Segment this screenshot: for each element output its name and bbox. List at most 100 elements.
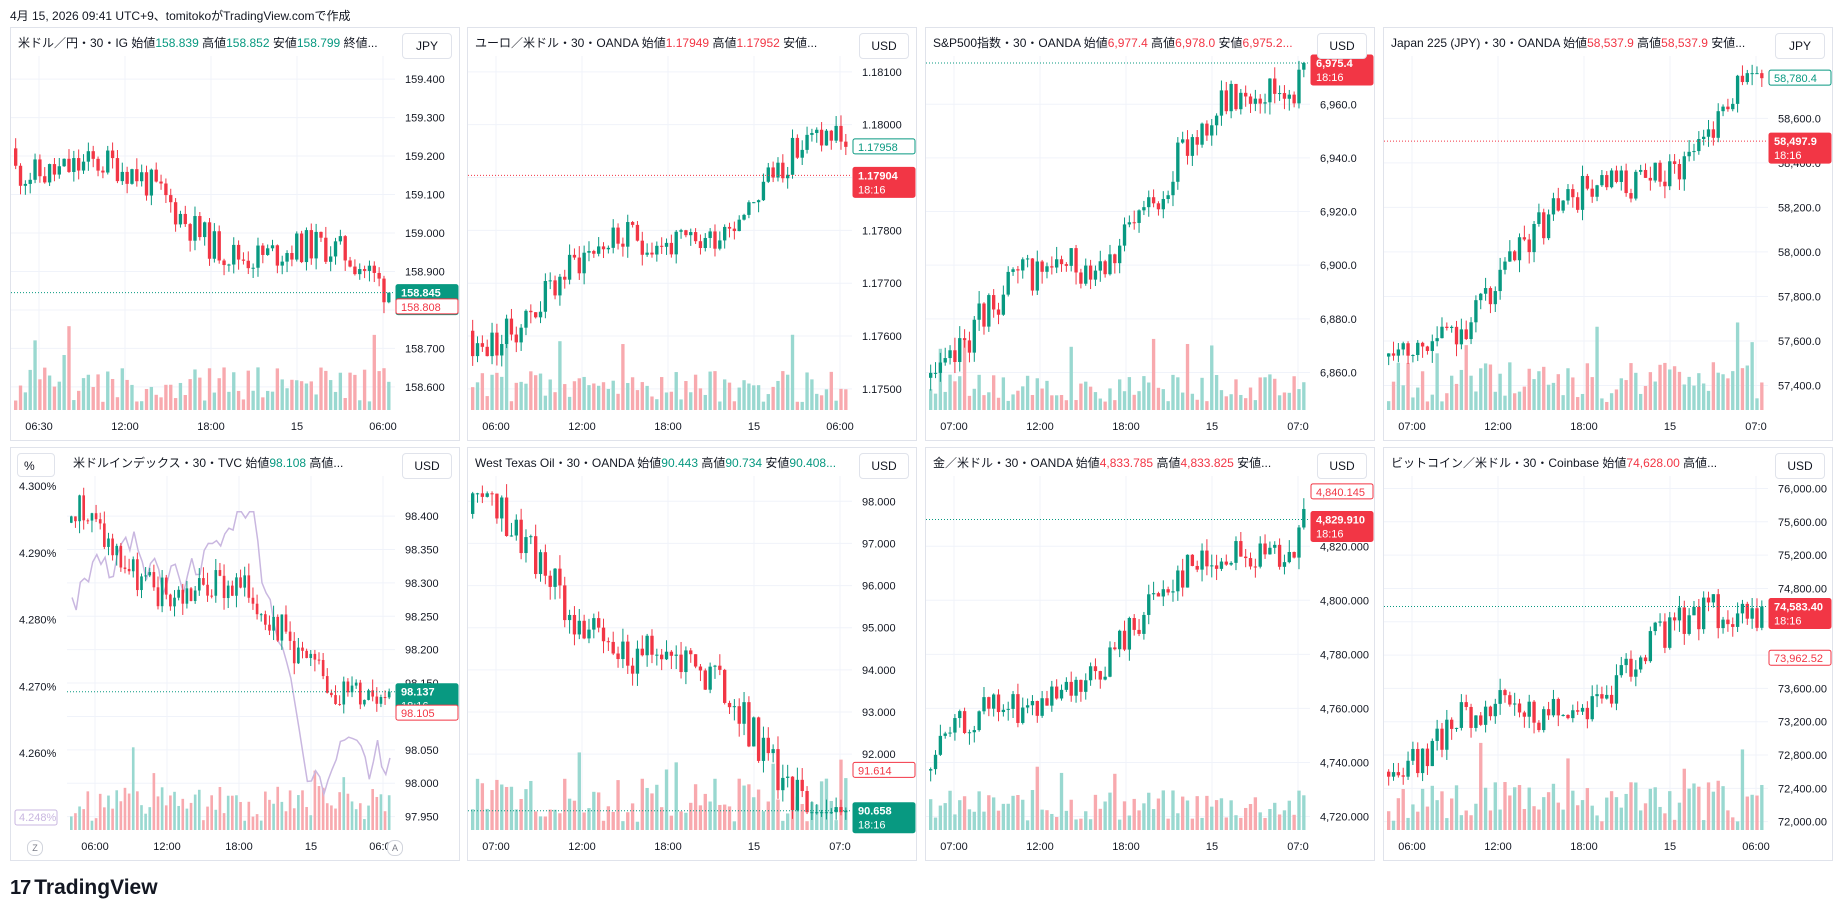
candle-body [1711,129,1716,138]
volume-bar [107,795,110,830]
candle-body [270,245,275,249]
chart-legend[interactable]: 米ドルインデックス・30・TVC 始値98.108 高値... [73,454,343,471]
candle-body [1098,671,1102,680]
candle-body [1287,551,1291,563]
volume-bar [1297,389,1301,410]
auto-scale-button[interactable]: A [387,840,403,856]
candle-body [1040,698,1044,716]
candle-body [1088,666,1093,681]
volume-bar [655,399,659,410]
volume-bar [1292,814,1296,830]
chart-legend[interactable]: 米ドル／円・30・IG 始値158.839 高値158.852 安値158.79… [18,34,378,51]
candle-body [718,665,722,670]
currency-button[interactable]: JPY [402,33,452,59]
candle-body [1498,269,1502,292]
chart-legend[interactable]: West Texas Oil・30・OANDA 始値90.443 高値90.73… [475,454,836,471]
volume-bar [771,386,775,410]
volume-bar [1190,393,1195,410]
volume-bar [1282,392,1287,410]
volume-bar [259,820,263,830]
currency-button[interactable]: USD [1317,33,1367,59]
candle-body [972,730,976,733]
volume-bar [1122,801,1127,830]
candle-body [38,159,42,177]
candle-body [534,536,538,575]
chart-panel-3[interactable]: 6,960.0 6,940.0 6,920.0 6,900.0 6,880.0 6,860… [925,27,1375,441]
candle-body [1195,565,1199,570]
chart-legend[interactable]: S&P500指数・30・OANDA 始値6,977.4 高値6,978.0 安値… [933,34,1293,51]
chart-panel-1[interactable]: 159.400 159.300 159.200 159.100 159.000 158.9… [10,27,460,441]
volume-bar [338,792,341,830]
volume-bar [611,811,615,830]
volume-bar [1224,396,1228,410]
chart-panel-8[interactable]: 76,000.0075,600.0075,200.0074,800.0074,4… [1383,447,1833,861]
volume-bar [500,376,504,410]
ohlc-label: 始値 [641,36,666,50]
candle-body [1561,714,1565,716]
volume-bar [330,805,333,830]
currency-button[interactable]: USD [859,453,909,479]
volume-bar [761,811,766,830]
chart-panel-4[interactable]: 58,600.0 58,400.0 58,200.0 58,000.0 57,800.0… [1383,27,1833,441]
candle-body [1282,562,1287,567]
volume-bar [38,379,42,410]
y-tick-label: 1.18100 [862,67,902,79]
volume-bar [485,808,489,830]
volume-bar [78,806,81,830]
chart-panel-2[interactable]: 1.181001.180001.179001.178001.177001.176… [467,27,917,441]
candle-body [1122,630,1127,650]
volume-bar [958,376,962,410]
candle-body [1137,629,1141,634]
chart-legend[interactable]: Japan 225 (JPY)・30・OANDA 始値58,537.9 高値58… [1391,34,1745,51]
chart-legend[interactable]: ビットコイン／米ドル・30・Coinbase 始値74,628.00 高値... [1391,454,1717,471]
chart-legend[interactable]: ユーロ／米ドル・30・OANDA 始値1.17949 高値1.17952 安値.… [475,34,817,51]
volume-bar [353,374,357,410]
volume-bar [329,380,333,410]
candle-body [548,280,552,282]
volume-bar [1287,800,1291,830]
volume-bar [943,391,947,410]
candle-body [268,624,271,631]
candle-body [1277,93,1282,95]
candle-body [747,202,751,215]
y-tick-label: 92.000 [862,749,896,761]
x-tick-label: 15 [748,421,760,433]
volume-bar [1609,791,1614,830]
chart-panel-6[interactable]: 98.000 97.000 96.000 95.000 94.000 93.000 92.0… [467,447,917,861]
candle-body [992,694,996,709]
candle-body [1580,175,1585,210]
candle-body [43,176,47,183]
volume-bar [372,334,376,410]
y-tick-label: 6,880.0 [1320,314,1357,326]
volume-bar [1590,377,1594,410]
candle-body [933,754,938,770]
volume-bar [119,801,123,830]
tradingview-brand[interactable]: 17 TradingView [10,876,158,900]
volume-bar [241,399,246,410]
volume-bar [1103,401,1107,410]
chart-legend[interactable]: 金／米ドル・30・OANDA 始値4,833.785 高値4,833.825 安… [933,454,1271,471]
volume-bar [67,326,71,410]
volume-bar [1161,389,1165,410]
volume-bar [280,379,284,410]
chart-panel-7[interactable]: 4,820.000 4,800.000 4,780.000 4,760.000 4,74… [925,447,1375,861]
currency-button[interactable]: USD [1317,453,1367,479]
ohlc-label: 高値 [1153,456,1181,470]
currency-button[interactable]: JPY [1775,33,1825,59]
candle-body [321,659,325,677]
auto-zoom-button[interactable]: Z [27,840,43,856]
volume-bar [1571,790,1575,830]
volume-bar [621,344,625,410]
volume-bar [834,400,838,410]
chart-panel-5[interactable]: 98.40098.35098.30098.25098.20098.15098.1… [10,447,460,861]
percent-scale-button[interactable]: % [17,453,55,477]
candle-body [1079,272,1083,284]
currency-button[interactable]: USD [402,453,452,479]
volume-bar [1113,773,1117,830]
currency-button[interactable]: USD [859,33,909,59]
candle-body [655,245,659,255]
volume-bar [805,372,809,410]
candle-body [1551,198,1556,215]
currency-button[interactable]: USD [1775,453,1825,479]
y-tick-label: 4,740.000 [1320,757,1369,769]
